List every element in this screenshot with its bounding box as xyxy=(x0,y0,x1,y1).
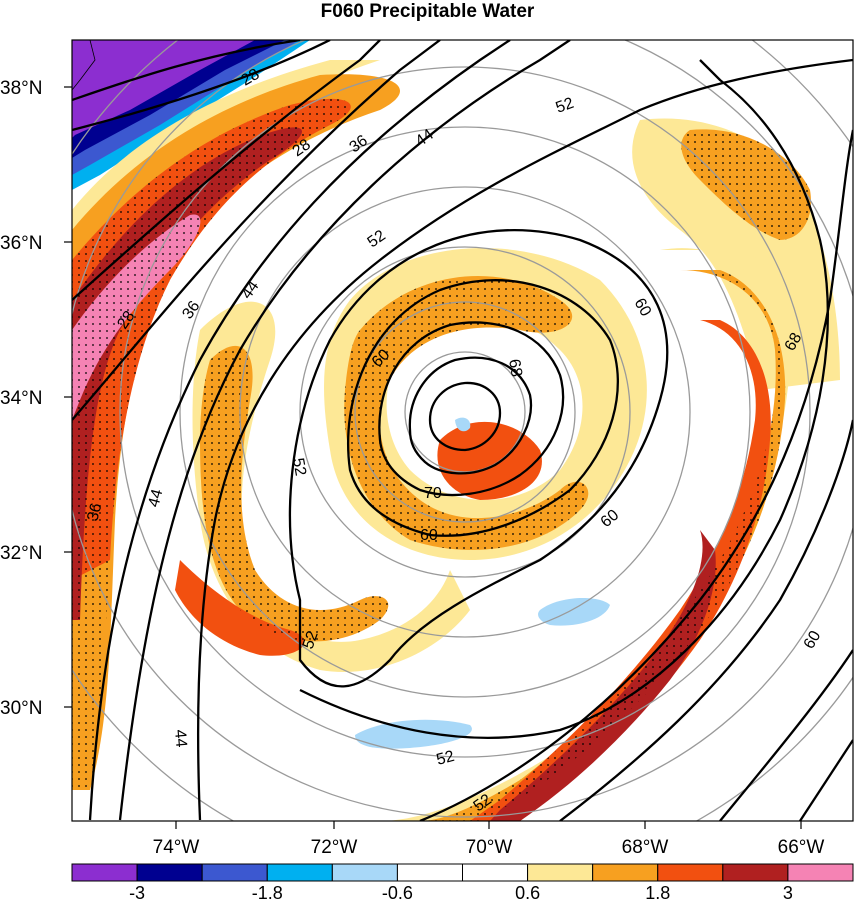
lat-label: 36°N xyxy=(0,233,42,254)
colorbar-label: -1.8 xyxy=(252,883,283,900)
colorbar-label: 0.6 xyxy=(515,883,540,900)
map-title: F060 Precipitable Water xyxy=(320,1,535,22)
lat-label: 38°N xyxy=(0,78,42,99)
contour-label: 70 xyxy=(424,485,442,502)
pw-contours xyxy=(72,40,853,821)
contour-label: 60 xyxy=(631,296,655,320)
lat-label: 34°N xyxy=(0,388,42,409)
lon-label: 74°W xyxy=(153,837,200,858)
lat-label: 30°N xyxy=(0,698,42,719)
colorbar-swatch xyxy=(266,863,333,882)
colorbar-label: -3 xyxy=(129,883,145,900)
lon-label: 68°W xyxy=(622,837,669,858)
colorbar: -3 -1.8 -0.6 0.6 1.8 3 xyxy=(71,863,854,900)
colorbar-swatch xyxy=(722,863,789,882)
contour-label: 68 xyxy=(505,358,525,379)
lon-label: 72°W xyxy=(311,837,358,858)
colorbar-label: 1.8 xyxy=(645,883,670,900)
colorbar-swatch xyxy=(71,863,138,882)
colorbar-swatch xyxy=(136,863,203,882)
lon-label: 70°W xyxy=(466,837,513,858)
lon-label: 66°W xyxy=(778,837,825,858)
contour-label: 28 xyxy=(239,66,263,90)
colorbar-swatch xyxy=(527,863,594,882)
colorbar-swatch xyxy=(787,863,854,882)
latitude-axis: 38°N 36°N 34°N 32°N 30°N xyxy=(0,78,72,719)
map-border xyxy=(71,39,854,822)
lat-label: 32°N xyxy=(0,543,42,564)
contour-label: 68 xyxy=(782,330,806,354)
colorbar-label: 3 xyxy=(783,883,793,900)
coastline xyxy=(72,40,96,91)
contour-label: 52 xyxy=(554,95,577,117)
contour-label: 60 xyxy=(420,527,438,544)
contour-label: 44 xyxy=(171,729,189,748)
contour-label: 44 xyxy=(145,487,166,509)
colorbar-label: -0.6 xyxy=(382,883,413,900)
contour-label: 60 xyxy=(801,628,825,652)
longitude-axis: 74°W 72°W 70°W 68°W 66°W xyxy=(153,821,825,858)
colorbar-swatch xyxy=(462,863,529,882)
contour-label: 36 xyxy=(84,501,105,523)
colorbar-swatch xyxy=(657,863,724,882)
contour-label: 52 xyxy=(300,629,322,652)
colorbar-swatch xyxy=(396,863,463,882)
colorbar-swatch xyxy=(331,863,398,882)
colorbar-swatch xyxy=(592,863,659,882)
contour-label: 52 xyxy=(435,748,457,769)
contour-label: 52 xyxy=(289,457,309,478)
colorbar-swatch xyxy=(201,863,268,882)
